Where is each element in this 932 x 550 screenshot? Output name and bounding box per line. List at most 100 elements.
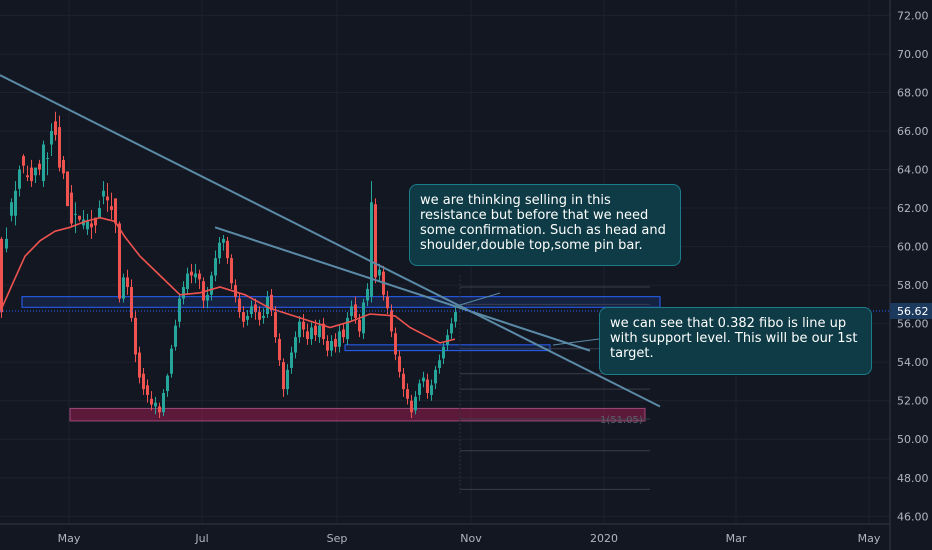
candle-body xyxy=(222,238,225,243)
candle-body xyxy=(430,385,433,395)
y-tick-label: 56.00 xyxy=(897,318,929,331)
candle-body xyxy=(170,348,173,374)
candle-body xyxy=(414,396,417,411)
candle-body xyxy=(410,400,413,413)
candle-body xyxy=(278,339,281,361)
candle-body xyxy=(62,159,65,174)
annotation-fibo-support[interactable]: we can see that 0.382 fibo is line up wi… xyxy=(599,307,872,375)
candle-body xyxy=(242,312,245,322)
x-tick-label: Mar xyxy=(726,532,747,545)
trendline[interactable] xyxy=(0,74,661,408)
candle-body xyxy=(254,304,257,313)
x-axis: May Jul Sep Nov 2020 Mar May xyxy=(58,532,881,545)
candle-body xyxy=(98,208,101,218)
candle-body xyxy=(46,157,49,159)
price-zone[interactable] xyxy=(21,296,661,308)
candle-body xyxy=(174,325,177,347)
candle-body xyxy=(338,331,341,347)
candle-body xyxy=(214,258,217,276)
candle-body xyxy=(402,373,405,390)
candle-body xyxy=(370,202,373,297)
candle-body xyxy=(258,312,261,320)
candle-body xyxy=(146,385,149,395)
candle-body xyxy=(5,238,8,249)
moving-average-line xyxy=(0,216,456,344)
candle-body xyxy=(118,223,121,299)
y-tick-label: 54.00 xyxy=(897,356,929,369)
candle-body xyxy=(230,258,233,284)
candle-body xyxy=(138,352,141,378)
x-tick-label: Sep xyxy=(327,532,348,545)
y-tick-label: 52.00 xyxy=(897,395,929,408)
trendlines xyxy=(0,74,661,408)
candle-body xyxy=(0,238,3,313)
last-price-label: 56.62 xyxy=(897,305,929,318)
candle-body xyxy=(10,202,13,216)
candle-body xyxy=(190,271,193,276)
candle-body xyxy=(110,206,113,210)
candle-body xyxy=(74,213,77,215)
candle-body xyxy=(322,323,325,340)
candle-body xyxy=(126,277,129,288)
candle-body xyxy=(178,298,181,322)
candle-body xyxy=(166,375,169,392)
annotation-resistance[interactable]: we are thinking selling in this resistan… xyxy=(409,184,681,266)
y-tick-label: 72.00 xyxy=(897,9,929,22)
candle-body xyxy=(266,296,269,315)
candle-body xyxy=(398,356,401,372)
annotation-resistance-text: we are thinking selling in this resistan… xyxy=(420,193,666,253)
candle-body xyxy=(442,346,445,359)
candle-body xyxy=(314,325,317,336)
candle-body xyxy=(318,325,321,338)
candle-body xyxy=(326,340,329,351)
candle-body xyxy=(234,285,237,297)
candle-body xyxy=(22,156,25,166)
x-tick-label: 2020 xyxy=(590,532,618,545)
y-tick-label: 58.00 xyxy=(897,279,929,292)
candle-body xyxy=(182,287,185,299)
candle-body xyxy=(158,406,161,413)
candle-body xyxy=(50,131,53,145)
candle-body xyxy=(162,393,165,413)
candle-body xyxy=(374,204,377,278)
candle-body xyxy=(94,217,97,226)
candle-body xyxy=(86,221,89,230)
candle-body xyxy=(446,335,449,345)
candle-body xyxy=(58,127,61,168)
candle-body xyxy=(42,144,45,182)
candle-body xyxy=(450,323,453,334)
candle-body xyxy=(290,352,293,368)
candle-body xyxy=(102,190,105,197)
candle-body xyxy=(130,287,133,318)
price-zone[interactable] xyxy=(69,407,646,422)
candle-body xyxy=(286,369,289,390)
candle-body xyxy=(302,321,305,330)
x-tick-label: Jul xyxy=(194,532,208,545)
candle-body xyxy=(270,294,273,311)
candle-body xyxy=(238,298,241,313)
candle-body xyxy=(342,329,345,338)
candle-body xyxy=(210,275,213,295)
candle-body xyxy=(422,377,425,382)
candle-body xyxy=(194,273,197,278)
candle-body xyxy=(378,269,381,276)
candle-body xyxy=(54,121,57,135)
candle-body xyxy=(202,281,205,301)
candle-body xyxy=(90,223,93,228)
candle-body xyxy=(70,192,73,224)
moving-average xyxy=(0,216,456,344)
candle-body xyxy=(198,273,201,280)
candle-body xyxy=(390,310,393,332)
candle-body xyxy=(306,331,309,340)
y-axis: 72.00 70.00 68.00 66.00 64.00 62.00 60.00 58.00… xyxy=(897,9,929,523)
candle-body xyxy=(354,304,357,318)
trendline[interactable] xyxy=(214,226,591,352)
y-tick-label: 68.00 xyxy=(897,86,929,99)
candle-body xyxy=(78,215,81,220)
candle-body xyxy=(246,315,249,320)
candle-body xyxy=(454,312,457,322)
candle-body xyxy=(30,167,33,182)
candle-body xyxy=(262,315,265,318)
x-tick-label: May xyxy=(858,532,881,545)
